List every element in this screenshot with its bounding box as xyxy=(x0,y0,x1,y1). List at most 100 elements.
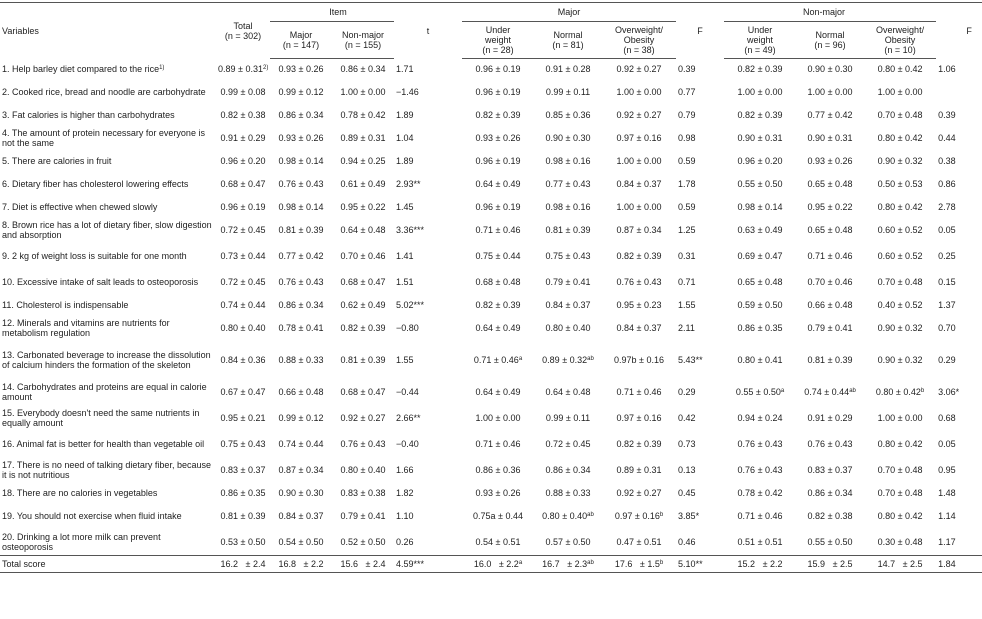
cell-no: 0.80 ± 0.42 xyxy=(877,133,923,143)
cell-mu: 0.82 ± 0.39 xyxy=(475,110,521,120)
cell-t: 1.41 xyxy=(396,251,414,261)
cell-nn: 0.76 ± 0.43 xyxy=(807,439,853,449)
table-row: 18. There are no calories in vegetables 0… xyxy=(0,483,982,503)
cell-mo: 0.92 ± 0.27 xyxy=(616,64,662,74)
cell-im: 0.78 ± 0.41 xyxy=(278,323,324,333)
cell-t: 2.66** xyxy=(396,413,421,423)
cell-mn: 0.88 ± 0.33 xyxy=(545,488,591,498)
cell-t: 1.66 xyxy=(396,465,414,475)
variable-label: 7. Diet is effective when chewed slowly xyxy=(2,202,158,212)
cell-mu: 0.96 ± 0.19 xyxy=(475,87,521,97)
cell-inm: 0.79 ± 0.41 xyxy=(340,511,386,521)
cell-mo: 0.82 ± 0.39 xyxy=(616,251,662,261)
cell-f: 0.59 xyxy=(678,156,696,166)
total-row: Total score 16.2 ± 2.4 16.8 ± 2.2 15.6 ± 2.… xyxy=(0,555,982,573)
cell-f2: 0.95 xyxy=(938,465,956,475)
variable-label: 8. Brown rice has a lot of dietary fiber… xyxy=(2,220,212,240)
cell-t: −0.80 xyxy=(396,323,419,333)
cell-im: 0.76 ± 0.43 xyxy=(278,277,324,287)
cell-mu: 0.96 ± 0.19 xyxy=(475,64,521,74)
cell-inm: 0.81 ± 0.39 xyxy=(340,355,386,365)
cell-f: 5.43** xyxy=(678,355,703,365)
variable-label: 13. Carbonated beverage to increase the … xyxy=(2,350,211,370)
variable-label: 17. There is no need of talking dietary … xyxy=(2,460,211,480)
cell-t: 1.89 xyxy=(396,156,414,166)
cell-mo: 0.97b ± 0.16 xyxy=(614,355,665,365)
cell-f2: 0.68 xyxy=(938,413,956,423)
table-row: 19. You should not exercise when fluid i… xyxy=(0,503,982,529)
cell-f: 1.55 xyxy=(678,300,696,310)
variable-label: 5. There are calories in fruit xyxy=(2,156,112,166)
cell-nn: 0.90 ± 0.31 xyxy=(807,133,853,143)
cell-t: 1.89 xyxy=(396,110,414,120)
cell-t: −1.46 xyxy=(396,87,419,97)
cell-total: 0.68 ± 0.47 xyxy=(220,179,266,189)
cell-inm: 0.70 ± 0.46 xyxy=(340,251,386,261)
cell-nu: 0.69 ± 0.47 xyxy=(737,251,783,261)
cell-mu: 0.64 ± 0.49 xyxy=(475,323,521,333)
cell-f: 2.11 xyxy=(678,323,695,333)
cell-total: 0.53 ± 0.50 xyxy=(220,537,266,547)
col-f2: F xyxy=(936,2,982,59)
cell-mn: 0.90 ± 0.30 xyxy=(545,133,591,143)
cell-mo: 1.00 ± 0.00 xyxy=(616,156,662,166)
table-row: 12. Minerals and vitamins are nutrients … xyxy=(0,315,982,341)
cell-t: 2.93** xyxy=(396,179,421,189)
cell-mu: 0.96 ± 0.19 xyxy=(475,156,521,166)
variable-label: 9. 2 kg of weight loss is suitable for o… xyxy=(2,251,187,261)
cell-mo: 0.95 ± 0.23 xyxy=(616,300,662,310)
cell-im: 0.86 ± 0.34 xyxy=(278,110,324,120)
cell-nn: 0.66 ± 0.48 xyxy=(807,300,853,310)
cell-im: 0.88 ± 0.33 xyxy=(278,355,324,365)
cell-mn: 0.98 ± 0.16 xyxy=(545,156,591,166)
cell-f2: 0.15 xyxy=(938,277,956,287)
variable-label: 15. Everybody doesn't need the same nutr… xyxy=(2,408,200,428)
cell-total: 0.67 ± 0.47 xyxy=(220,387,266,397)
variable-label: 6. Dietary fiber has cholesterol lowerin… xyxy=(2,179,189,189)
cell-nu: 0.51 ± 0.51 xyxy=(737,537,783,547)
cell-no: 0.80 ± 0.42b xyxy=(875,387,925,397)
cell-mn: 0.80 ± 0.40ab xyxy=(542,511,594,521)
col-total-label: Total xyxy=(233,20,253,31)
cell-mn: 0.80 ± 0.40 xyxy=(545,323,591,333)
cell-total: 0.95 ± 0.21 xyxy=(220,413,266,423)
cell-mu: 0.71 ± 0.46 xyxy=(475,439,521,449)
cell-nu: 0.90 ± 0.31 xyxy=(737,133,783,143)
cell-f: 0.46 xyxy=(678,537,696,547)
cell-nn: 0.81 ± 0.39 xyxy=(807,355,853,365)
cell-t: 1.45 xyxy=(396,202,414,212)
cell-mn: 16.7 ± 2.3ab xyxy=(534,555,603,573)
cell-inm: 0.61 ± 0.49 xyxy=(340,179,386,189)
cell-nn: 0.70 ± 0.46 xyxy=(807,277,853,287)
cell-f: 0.59 xyxy=(678,202,696,212)
cell-mn: 0.86 ± 0.34 xyxy=(545,465,591,475)
cell-nu: 0.65 ± 0.48 xyxy=(737,277,783,287)
cell-mu: 0.68 ± 0.48 xyxy=(475,277,521,287)
cell-f2: 0.39 xyxy=(938,110,956,120)
cell-no: 0.90 ± 0.32 xyxy=(877,156,923,166)
cell-no: 0.50 ± 0.53 xyxy=(877,179,923,189)
cell-f2: 1.06 xyxy=(938,63,956,74)
cell-inm: 0.92 ± 0.27 xyxy=(340,413,386,423)
header-row-groups: Variables Total (n = 302) Item t Major F … xyxy=(0,2,982,59)
cell-f: 0.73 xyxy=(678,439,696,449)
cell-t: −0.44 xyxy=(396,387,419,397)
cell-f: 1.78 xyxy=(678,179,696,189)
cell-mn: 0.64 ± 0.48 xyxy=(545,387,591,397)
cell-mo: 0.76 ± 0.43 xyxy=(616,277,662,287)
cell-no: 0.80 ± 0.42 xyxy=(877,511,923,521)
cell-mn: 0.72 ± 0.45 xyxy=(545,439,591,449)
cell-no: 0.80 ± 0.42 xyxy=(877,202,923,212)
cell-nn: 0.74 ± 0.44ab xyxy=(804,387,856,397)
cell-mo: 0.84 ± 0.37 xyxy=(616,323,662,333)
cell-total: 0.99 ± 0.08 xyxy=(220,87,266,97)
cell-total: 0.89 ± 0.312) xyxy=(218,63,269,74)
cell-mn: 0.57 ± 0.50 xyxy=(545,537,591,547)
cell-im: 0.98 ± 0.14 xyxy=(278,202,324,212)
group-item: Item xyxy=(270,2,395,22)
cell-inm: 0.80 ± 0.40 xyxy=(340,465,386,475)
cell-f2: 0.86 xyxy=(938,179,956,189)
cell-mo: 0.82 ± 0.39 xyxy=(616,439,662,449)
cell-inm: 0.89 ± 0.31 xyxy=(340,133,386,143)
cell-no: 0.60 ± 0.52 xyxy=(877,251,923,261)
